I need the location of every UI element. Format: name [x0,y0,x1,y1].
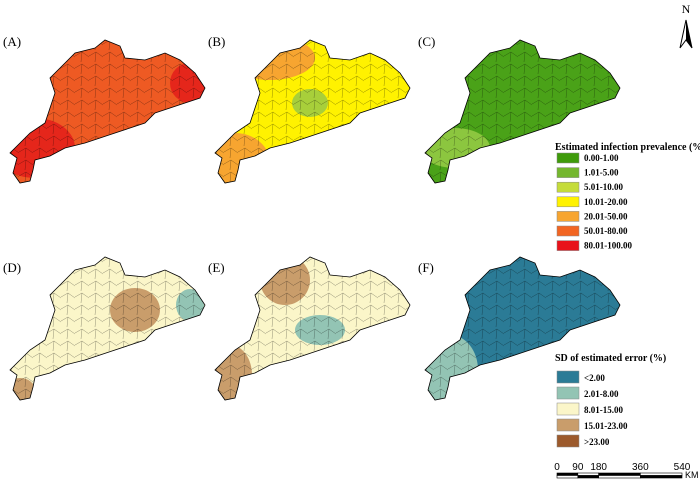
map-c [424,39,621,184]
scale-segment [556,475,579,479]
map-b [214,39,411,184]
map-a [9,39,206,184]
legend-label: 5.01-10.00 [584,182,623,192]
legend-label: <2.00 [584,373,605,383]
legend-swatch [556,211,580,222]
legend-swatch [556,196,580,208]
scale-label: 360 [632,462,649,473]
panel-label: (E) [208,260,225,275]
legend-swatch [556,181,580,193]
scale-segment [598,472,641,476]
legend-swatch [556,225,580,237]
scale-segment [556,472,579,476]
legend-swatch [556,386,580,400]
scale-label: 540 [674,462,691,473]
north-arrow: N [679,2,693,49]
legend-label: 1.01-5.00 [584,168,619,178]
panel-label: (C) [418,34,435,49]
scale-label: 90 [572,462,584,473]
legend-swatch [556,240,580,251]
legend-label: >23.00 [584,437,610,447]
scale-segment [598,475,641,479]
scale-label: 0 [554,462,560,473]
legend-swatch [556,434,580,448]
scale-unit: KM [685,470,699,480]
scale-segment [577,475,599,479]
scale-segment [577,472,599,476]
legend-label: 0.00-1.00 [584,153,619,163]
scale-segment [640,475,683,479]
legend-title: Estimated infection prevalence (%) [555,142,700,153]
scale-label: 180 [590,462,607,473]
panel-label: (B) [208,34,225,49]
legend-label: 8.01-15.00 [584,405,623,415]
legend-label: 15.01-23.00 [584,421,628,431]
legend-swatch [556,402,580,416]
legend-swatch [556,418,580,432]
panel-label: (D) [3,260,21,275]
legend-label: 10.01-20.00 [584,197,628,207]
map-d [9,256,206,401]
panel-label: (F) [418,260,434,275]
map-e [214,256,411,401]
scale-segment [640,472,683,476]
legend-swatch [556,152,580,164]
north-label: N [682,2,691,16]
legend-swatch [556,370,580,384]
legend-title: SD of estimated error (%) [555,353,666,364]
legend-label: 50.01-80.00 [584,226,628,236]
legend-label: 20.01-50.00 [584,211,628,221]
panel-label: (A) [3,34,21,49]
legend-swatch [556,167,580,178]
legend-label: 2.01-8.00 [584,389,619,399]
legend-label: 80.01-100.00 [584,241,632,251]
